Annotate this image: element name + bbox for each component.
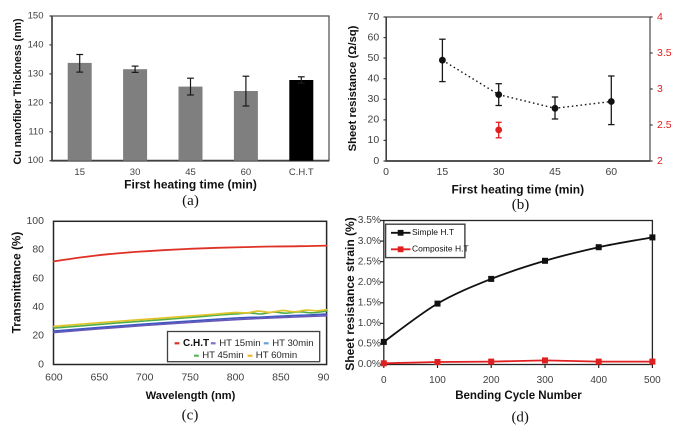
- svg-text:60: 60: [32, 272, 44, 284]
- svg-text:First heating time (min): First heating time (min): [451, 183, 584, 197]
- svg-text:100: 100: [28, 155, 44, 166]
- svg-text:0.0%: 0.0%: [358, 359, 381, 370]
- svg-text:10: 10: [368, 134, 380, 146]
- svg-text:45: 45: [549, 166, 561, 178]
- svg-text:4: 4: [657, 11, 663, 23]
- svg-text:15: 15: [437, 166, 449, 178]
- svg-text:(a): (a): [182, 193, 199, 209]
- svg-text:HT 30min: HT 30min: [272, 338, 313, 349]
- svg-text:40: 40: [368, 72, 380, 84]
- svg-text:0.5%: 0.5%: [358, 339, 381, 350]
- svg-text:130: 130: [28, 68, 44, 79]
- svg-text:140: 140: [28, 39, 44, 50]
- svg-text:20: 20: [368, 114, 380, 126]
- svg-text:120: 120: [28, 97, 44, 108]
- svg-text:2: 2: [657, 155, 663, 167]
- svg-text:(c): (c): [182, 408, 199, 424]
- svg-text:300: 300: [537, 375, 554, 386]
- svg-text:60: 60: [368, 31, 380, 43]
- svg-text:70: 70: [368, 11, 380, 23]
- svg-text:650: 650: [91, 372, 109, 384]
- svg-text:Bending Cycle Number: Bending Cycle Number: [455, 390, 582, 402]
- svg-text:80: 80: [32, 244, 44, 256]
- svg-text:100: 100: [26, 215, 44, 227]
- svg-text:45: 45: [185, 167, 196, 178]
- svg-text:First heating time (min): First heating time (min): [124, 178, 257, 192]
- svg-text:HT 45min: HT 45min: [202, 350, 243, 361]
- svg-text:1.0%: 1.0%: [358, 318, 381, 329]
- svg-text:100: 100: [429, 375, 446, 386]
- svg-text:200: 200: [483, 375, 500, 386]
- svg-text:Simple H.T: Simple H.T: [412, 227, 454, 237]
- svg-text:20: 20: [32, 330, 44, 342]
- svg-text:800: 800: [227, 372, 245, 384]
- svg-text:15: 15: [74, 167, 85, 178]
- svg-text:90: 90: [318, 372, 330, 384]
- svg-text:850: 850: [272, 372, 290, 384]
- svg-text:30: 30: [130, 167, 141, 178]
- svg-text:3.0%: 3.0%: [358, 236, 381, 247]
- svg-text:HT 15min: HT 15min: [219, 338, 260, 349]
- svg-text:150: 150: [28, 11, 44, 22]
- svg-text:400: 400: [590, 375, 607, 386]
- svg-text:500: 500: [644, 375, 661, 386]
- svg-text:HT 60min: HT 60min: [256, 350, 297, 361]
- svg-text:C.H.T: C.H.T: [289, 167, 314, 178]
- svg-text:Composite H.T: Composite H.T: [412, 244, 469, 254]
- svg-text:700: 700: [136, 372, 154, 384]
- svg-text:3.5%: 3.5%: [358, 215, 381, 226]
- svg-text:30: 30: [493, 166, 505, 178]
- svg-text:60: 60: [241, 167, 252, 178]
- svg-text:Wavelength (nm): Wavelength (nm): [146, 390, 236, 402]
- svg-text:Sheet resistance (Ω/sq): Sheet resistance (Ω/sq): [347, 25, 359, 151]
- svg-text:3: 3: [657, 83, 663, 95]
- svg-text:0: 0: [373, 155, 379, 167]
- svg-text:1.5%: 1.5%: [358, 297, 381, 308]
- svg-text:(d): (d): [511, 410, 529, 426]
- svg-text:2.5%: 2.5%: [358, 256, 381, 267]
- svg-text:Transmittance (%): Transmittance (%): [10, 232, 24, 334]
- svg-text:2.0%: 2.0%: [358, 277, 381, 288]
- svg-text:2.5: 2.5: [657, 119, 672, 131]
- svg-text:50: 50: [368, 52, 380, 64]
- svg-text:750: 750: [181, 372, 199, 384]
- svg-text:0: 0: [381, 375, 387, 386]
- svg-text:Cu nanofiber Thickness (nm): Cu nanofiber Thickness (nm): [12, 19, 24, 165]
- svg-text:C.H.T: C.H.T: [183, 338, 209, 349]
- svg-text:600: 600: [45, 372, 63, 384]
- svg-text:0: 0: [38, 358, 44, 370]
- svg-text:60: 60: [605, 166, 617, 178]
- svg-text:30: 30: [368, 93, 380, 105]
- svg-text:110: 110: [28, 126, 43, 137]
- svg-text:0: 0: [383, 166, 389, 178]
- svg-text:3.5: 3.5: [657, 47, 672, 59]
- svg-text:40: 40: [32, 301, 44, 313]
- svg-text:Sheet resistance strain (%): Sheet resistance strain (%): [343, 217, 357, 370]
- svg-text:(b): (b): [512, 197, 530, 213]
